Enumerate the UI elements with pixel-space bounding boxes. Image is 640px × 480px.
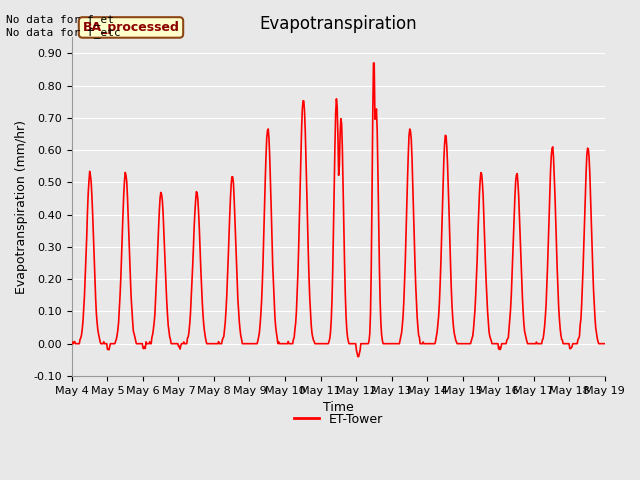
X-axis label: Time: Time [323,401,354,414]
Legend: ET-Tower: ET-Tower [289,408,388,431]
Text: No data for f_et
No data for f_etc: No data for f_et No data for f_etc [6,14,121,38]
Text: BA_processed: BA_processed [83,21,179,34]
Title: Evapotranspiration: Evapotranspiration [259,15,417,33]
Y-axis label: Evapotranspiration (mm/hr): Evapotranspiration (mm/hr) [15,120,28,294]
